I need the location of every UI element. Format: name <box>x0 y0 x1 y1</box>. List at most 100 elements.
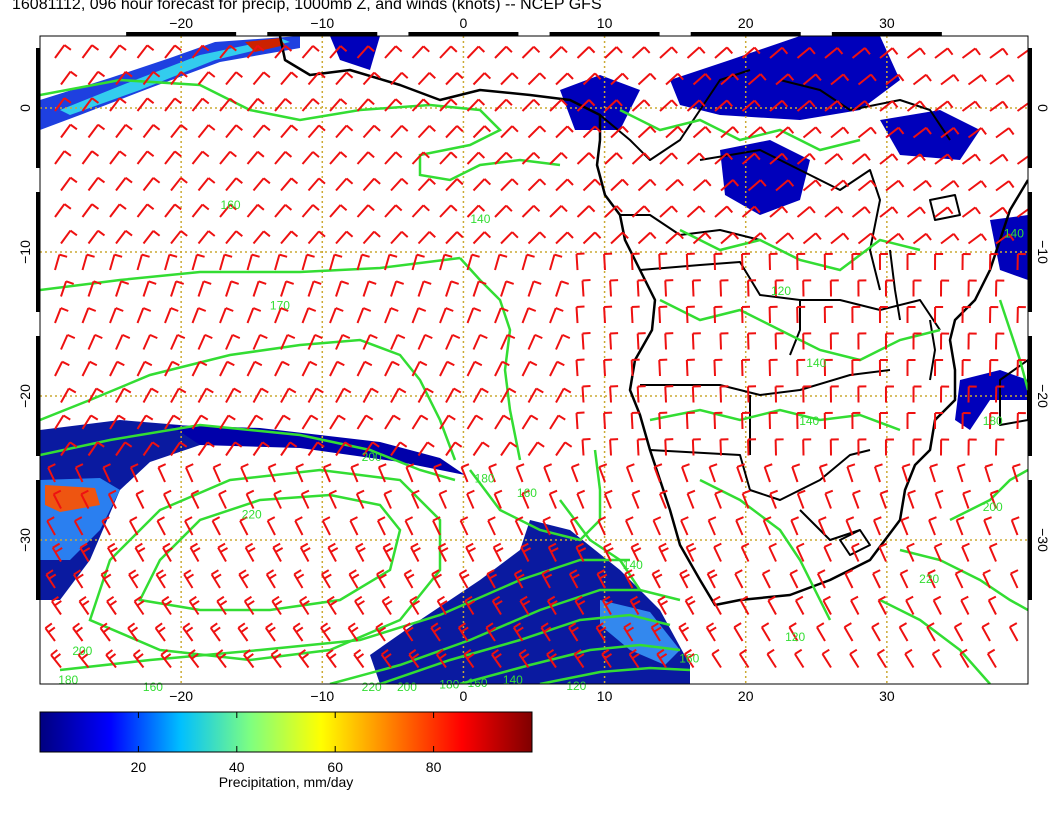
wind-barb <box>439 253 453 271</box>
wind-barb <box>906 47 926 59</box>
wind-barb <box>575 252 585 271</box>
wind-barb <box>430 622 442 642</box>
wind-barb <box>335 230 354 245</box>
wind-barb <box>720 232 740 245</box>
precip-east-coast <box>990 215 1028 280</box>
contour-east-3 <box>879 598 991 684</box>
wind-barb <box>515 463 525 483</box>
wind-barb <box>217 542 229 562</box>
wind-barb <box>115 441 133 457</box>
wind-barb <box>685 358 695 377</box>
wind-barb <box>899 569 909 589</box>
wind-barb <box>60 441 78 457</box>
wind-barb <box>87 176 106 192</box>
wind-barb <box>270 649 282 669</box>
wind-barb <box>81 414 99 430</box>
wind-barb <box>472 125 492 139</box>
wind-barb <box>714 99 734 112</box>
wind-barb <box>390 177 409 192</box>
wind-barb <box>494 204 513 218</box>
contour-south-5 <box>539 666 691 684</box>
colorbar-bar <box>39 711 533 753</box>
wind-barb <box>500 280 515 297</box>
wind-barb <box>983 516 992 536</box>
wind-barb <box>574 595 586 616</box>
wind-barb <box>982 569 991 589</box>
wind-barb <box>928 516 937 536</box>
wind-barb <box>961 153 981 165</box>
colorbar-tick-label: 80 <box>426 759 442 775</box>
wind-barb <box>136 203 155 218</box>
wind-barb <box>796 99 816 112</box>
wind-barb <box>741 152 761 165</box>
wind-barb <box>445 178 464 192</box>
wind-barb <box>219 97 237 112</box>
wind-barb <box>686 99 706 112</box>
wind-barb <box>747 438 757 456</box>
wind-barb <box>961 359 971 377</box>
wind-barb <box>603 489 613 509</box>
wind-barb <box>411 307 427 324</box>
wind-barb <box>1016 102 1028 112</box>
wind-barb <box>769 489 779 509</box>
wind-barb <box>280 333 296 350</box>
precip-tropics-2 <box>560 75 640 130</box>
wind-barb <box>929 463 938 483</box>
lon-label-bottom: −10 <box>310 688 334 704</box>
wind-barb <box>885 232 905 245</box>
wind-barb <box>274 360 290 377</box>
contour-label: 120 <box>785 630 805 644</box>
wind-barb <box>623 622 634 642</box>
wind-barb <box>989 47 1009 59</box>
wind-barb <box>521 414 539 430</box>
wind-barb <box>940 74 960 86</box>
wind-barb <box>50 649 62 669</box>
wind-barb <box>81 360 98 377</box>
wind-barb <box>322 463 332 483</box>
wind-barb <box>878 252 888 271</box>
wind-barb <box>636 332 646 350</box>
wind-barb <box>802 232 822 245</box>
wind-barb <box>609 279 619 297</box>
wind-barb <box>307 177 326 192</box>
wind-barb <box>521 489 530 509</box>
wind-barb <box>878 305 888 324</box>
wind-barb <box>876 648 887 669</box>
wind-barb <box>320 569 332 589</box>
wind-barb <box>823 542 833 562</box>
wind-barb <box>796 152 816 165</box>
wind-barb <box>664 279 674 297</box>
wind-barb <box>493 489 503 509</box>
contour-south-2 <box>329 588 681 684</box>
wind-barb <box>961 412 971 430</box>
wind-barb <box>774 438 784 456</box>
wind-barb <box>603 411 613 430</box>
wind-barb <box>719 385 729 403</box>
wind-barb <box>851 305 861 324</box>
contour-180 <box>469 449 602 542</box>
wind-barb <box>802 332 812 350</box>
wind-barb <box>329 414 346 430</box>
contour-label: 200 <box>72 644 92 658</box>
wind-barb <box>299 595 310 616</box>
wind-barb <box>128 569 139 589</box>
wind-barb <box>984 463 994 483</box>
precip-tropics-5 <box>330 36 380 70</box>
wind-barb <box>384 204 403 218</box>
wind-barb <box>375 622 387 642</box>
wind-barb <box>659 152 678 165</box>
wind-barb <box>252 124 271 139</box>
wind-barb <box>109 203 127 218</box>
wind-barb <box>713 358 723 377</box>
wind-barb <box>54 360 70 377</box>
wind-barb <box>472 231 492 245</box>
wind-barb <box>409 595 421 616</box>
wind-barb <box>850 595 860 615</box>
contour-label: 140 <box>470 212 490 226</box>
wind-barb <box>845 516 855 536</box>
wind-barb <box>631 152 651 165</box>
wind-barb <box>299 542 311 562</box>
wind-barb <box>81 203 100 218</box>
wind-barb <box>252 280 267 297</box>
contour-label: 200 <box>362 450 382 464</box>
